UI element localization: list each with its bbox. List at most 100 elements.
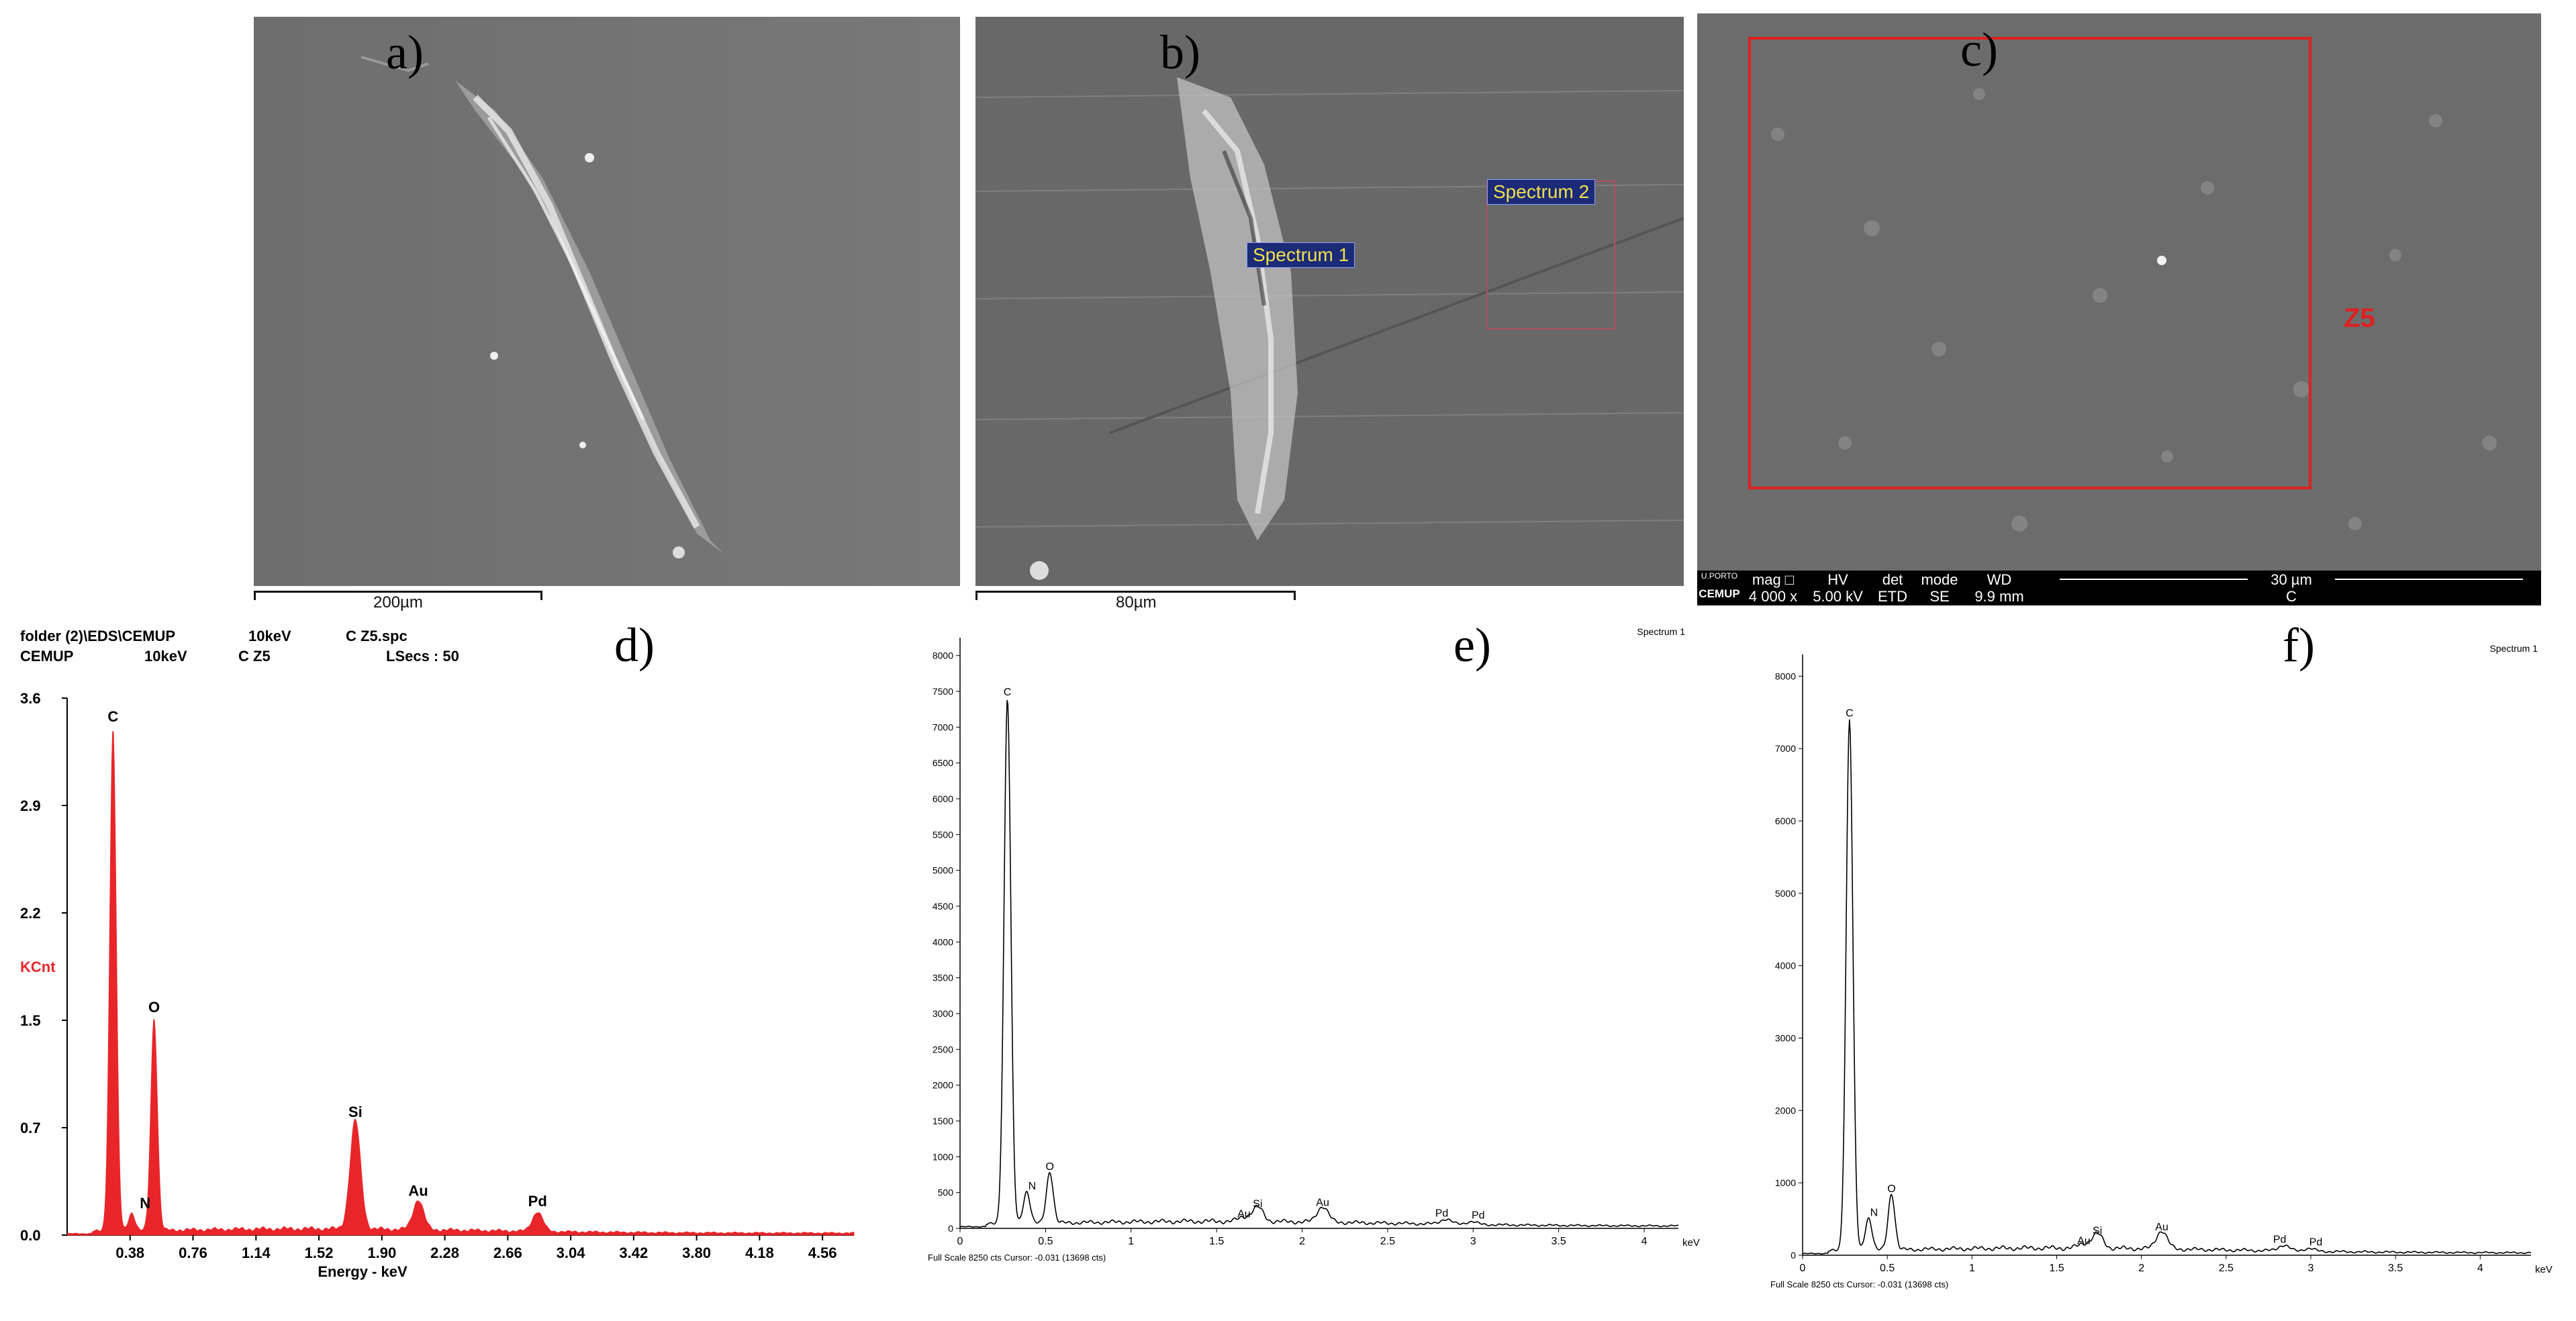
eds-header-line2-d: LSecs : 50 bbox=[386, 648, 459, 665]
panel-label-e: e) bbox=[1453, 618, 1491, 672]
x-tick-label-d: 0.76 bbox=[179, 1244, 207, 1261]
x-tick-label-e: 2 bbox=[1299, 1236, 1305, 1247]
peak-label-o-d: O bbox=[148, 999, 160, 1016]
wd-header: WD bbox=[1987, 571, 2012, 588]
y-tick-label-d: 1.5 bbox=[20, 1012, 41, 1029]
y-tick-label-e: 1000 bbox=[933, 1151, 953, 1162]
x-tick-label-d: 2.28 bbox=[430, 1244, 459, 1261]
zone-label-z5: Z5 bbox=[2344, 303, 2375, 333]
y-tick-label-f: 2000 bbox=[1775, 1105, 1796, 1116]
x-tick-label-d: 1.52 bbox=[305, 1244, 334, 1261]
x-tick-label-d: 4.56 bbox=[808, 1244, 837, 1261]
footer-e: Full Scale 8250 cts Cursor: -0.031 (1369… bbox=[928, 1253, 1106, 1263]
footer-f: Full Scale 8250 cts Cursor: -0.031 (1369… bbox=[1770, 1279, 1948, 1289]
y-tick-label-f: 4000 bbox=[1775, 961, 1796, 971]
hv-header: HV bbox=[1827, 571, 1848, 588]
panel-label-c: c) bbox=[1960, 23, 1998, 77]
scale-bar-a bbox=[254, 591, 542, 600]
peak-label-si-e: Si bbox=[1253, 1199, 1262, 1210]
eds-header-line1-a: folder (2)\EDS\CEMUP bbox=[20, 628, 176, 644]
peak-label-au-e: Au bbox=[1237, 1209, 1251, 1220]
peak-label-c-d: C bbox=[107, 708, 118, 725]
mag-header: mag □ bbox=[1752, 571, 1795, 588]
y-tick-label-d: 0.7 bbox=[20, 1120, 41, 1136]
peak-label-pd-f: Pd bbox=[2309, 1237, 2323, 1249]
y-tick-label-e: 5500 bbox=[933, 829, 953, 840]
surface-c-graphic bbox=[1697, 13, 2541, 585]
cell-b-graphic bbox=[975, 17, 1684, 586]
y-tick-label-f: 6000 bbox=[1775, 816, 1796, 826]
mode-header: mode bbox=[1921, 571, 1958, 588]
y-tick-label-e: 7500 bbox=[933, 686, 953, 697]
x-tick-label-d: 3.42 bbox=[619, 1244, 648, 1261]
x-tick-label-d: 1.14 bbox=[242, 1244, 271, 1261]
y-tick-label-e: 6500 bbox=[933, 758, 953, 769]
edx-chart-e: 0 500 1000 1500 2000 2500 3000 3500 4000 4500 5000… bbox=[928, 626, 1700, 1263]
x-tick-label-f: 0 bbox=[1800, 1263, 1806, 1274]
wd-value: 9.9 mm bbox=[1974, 588, 2024, 605]
peak-label-si-f: Si bbox=[2093, 1225, 2102, 1236]
x-tick-label-f: 3.5 bbox=[2388, 1263, 2403, 1274]
x-tick-label-d: 4.18 bbox=[745, 1244, 774, 1261]
y-tick-label-d: 0.0 bbox=[20, 1227, 41, 1244]
mag-value: 4 000 x bbox=[1748, 588, 1798, 605]
x-tick-label-f: 0.5 bbox=[1880, 1263, 1895, 1274]
cell-a-graphic bbox=[254, 17, 960, 586]
peak-label-n-f: N bbox=[1870, 1207, 1878, 1218]
info-sample-label: C bbox=[2286, 588, 2297, 605]
x-tick-label-e: 0.5 bbox=[1038, 1236, 1053, 1247]
y-tick-label-e: 500 bbox=[938, 1187, 954, 1198]
peak-label-pd-e: Pd bbox=[1435, 1208, 1449, 1220]
panel-label-f: f) bbox=[2283, 618, 2315, 672]
chart-title-e: Spectrum 1 bbox=[1637, 626, 1685, 637]
x-tick-label-f: 1.5 bbox=[2049, 1263, 2064, 1274]
y-tick-label-f: 0 bbox=[1791, 1250, 1796, 1261]
hv-value: 5.00 kV bbox=[1813, 588, 1863, 605]
x-tick-label-e: 2.5 bbox=[1380, 1236, 1395, 1247]
x-tick-label-f: 4 bbox=[2477, 1263, 2483, 1274]
x-tick-label-e: 3 bbox=[1470, 1236, 1476, 1247]
x-tick-label-f: 2.5 bbox=[2219, 1263, 2234, 1274]
edx-chart-f: 0 1000 2000 3000 4000 5000 6000 7000 8000 0 0.5 1 1.… bbox=[1770, 643, 2553, 1289]
sem-image-c: Z5 U.PORTO CEMUP mag □ 4 000 x HV 5.00 k… bbox=[1697, 13, 2541, 605]
y-tick-label-f: 8000 bbox=[1775, 671, 1796, 681]
y-tick-label-f: 3000 bbox=[1775, 1033, 1796, 1044]
y-tick-label-e: 8000 bbox=[933, 650, 953, 661]
peak-label-o-f: O bbox=[1887, 1183, 1895, 1195]
scale-bar-b bbox=[975, 591, 1296, 600]
spectrum-line-e bbox=[959, 699, 1678, 1228]
y-tick-label-e: 6000 bbox=[933, 793, 953, 804]
peak-label-si-d: Si bbox=[348, 1104, 363, 1120]
x-tick-label-f: 3 bbox=[2308, 1263, 2314, 1274]
y-tick-label-e: 5000 bbox=[933, 865, 953, 876]
peak-label-au-d: Au bbox=[408, 1183, 428, 1200]
peak-label-au-f: Au bbox=[2077, 1236, 2091, 1247]
spectrum-1-label: Spectrum 1 bbox=[1247, 242, 1355, 268]
panel-label-a: a) bbox=[386, 26, 424, 79]
eds-header-line1-b: 10keV bbox=[248, 628, 291, 644]
x-tick-label-d: 3.80 bbox=[682, 1244, 711, 1261]
scale-label-b: 80µm bbox=[1116, 593, 1157, 611]
peak-label-pd-f: Pd bbox=[2273, 1234, 2287, 1245]
x-tick-label-e: 3.5 bbox=[1552, 1236, 1566, 1247]
x-tick-label-e: 0 bbox=[957, 1236, 963, 1247]
y-tick-label-d: 3.6 bbox=[20, 690, 41, 707]
spectrum-area-d bbox=[66, 730, 855, 1236]
peak-label-au-f: Au bbox=[2155, 1222, 2168, 1233]
chart-title-f: Spectrum 1 bbox=[2489, 643, 2538, 654]
y-tick-label-f: 5000 bbox=[1775, 888, 1796, 899]
x-tick-label-f: 2 bbox=[2138, 1263, 2144, 1274]
peak-label-c-f: C bbox=[1846, 707, 1854, 719]
sem-image-b: Spectrum 1 Spectrum 2 bbox=[975, 17, 1684, 586]
spectrum-2-label: Spectrum 2 bbox=[1487, 179, 1596, 205]
y-tick-label-f: 7000 bbox=[1775, 743, 1796, 754]
x-tick-label-d: 3.04 bbox=[557, 1244, 586, 1261]
y-tick-label-e: 7000 bbox=[933, 722, 953, 732]
det-value: ETD bbox=[1878, 588, 1907, 605]
x-tick-label-f: 1 bbox=[1969, 1263, 1975, 1274]
y-tick-label-e: 4500 bbox=[933, 901, 953, 912]
logo-cemup: CEMUP bbox=[1699, 587, 1740, 600]
det-header: det bbox=[1882, 571, 1903, 588]
logo-uporto: U.PORTO bbox=[1701, 571, 1738, 581]
peak-label-n-d: N bbox=[140, 1195, 150, 1212]
